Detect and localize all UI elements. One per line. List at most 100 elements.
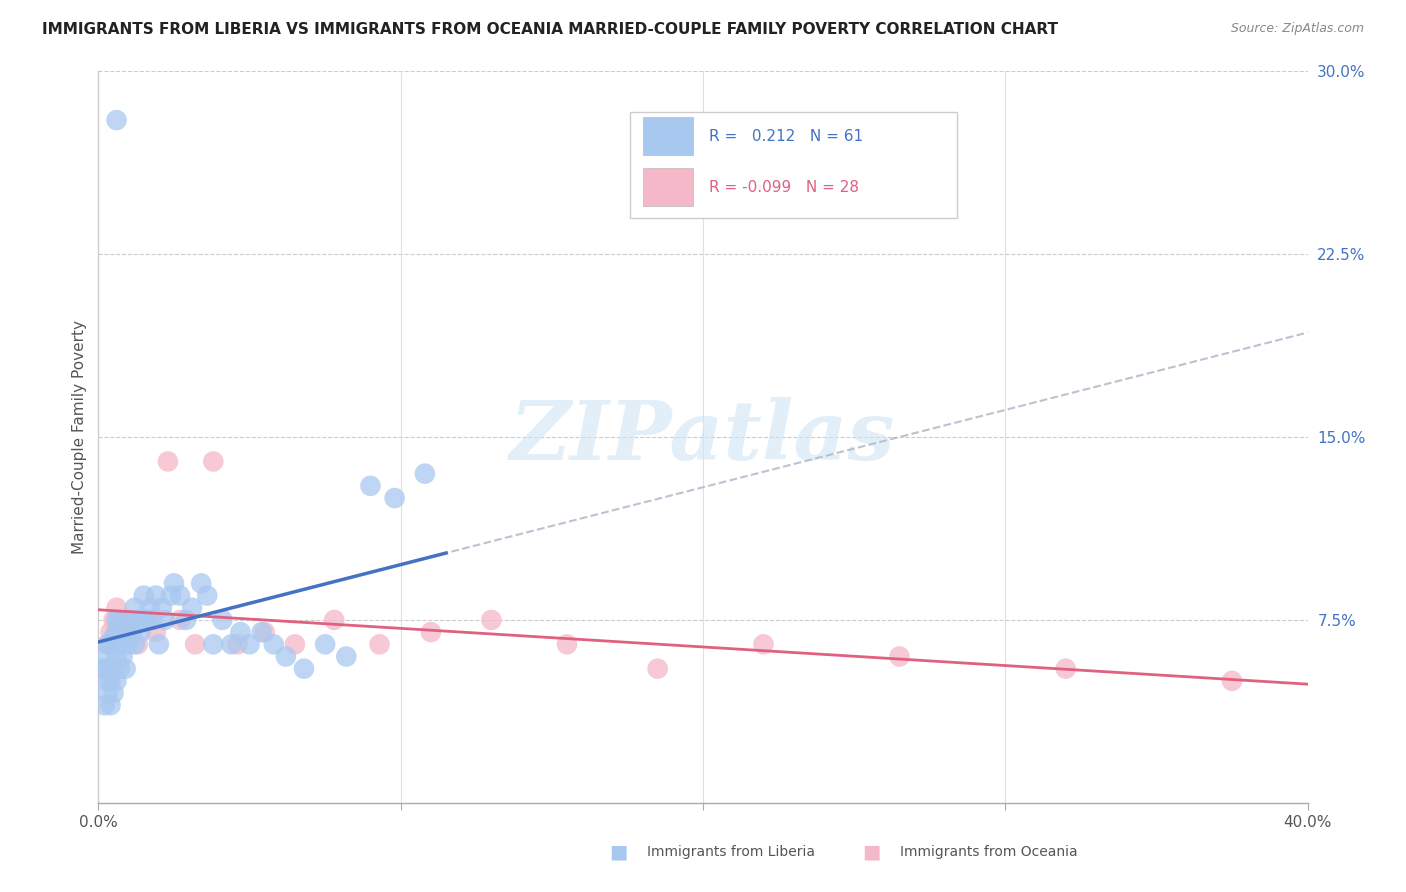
Point	[1220, 673, 1243, 688]
Point	[263, 637, 285, 651]
Point	[226, 637, 249, 651]
Point	[139, 600, 162, 615]
Point	[111, 649, 134, 664]
Point	[211, 613, 233, 627]
Text: R = -0.099   N = 28: R = -0.099 N = 28	[709, 180, 859, 194]
Point	[142, 613, 165, 627]
Point	[118, 613, 141, 627]
Point	[96, 686, 118, 700]
Point	[114, 625, 136, 640]
FancyBboxPatch shape	[630, 112, 957, 218]
Point	[108, 637, 131, 651]
Text: ■: ■	[862, 842, 882, 862]
Point	[181, 600, 204, 615]
Point	[135, 613, 157, 627]
Point	[108, 637, 131, 651]
FancyBboxPatch shape	[643, 118, 693, 155]
Point	[323, 613, 346, 627]
Point	[100, 673, 122, 688]
Point	[103, 630, 125, 644]
Point	[160, 589, 183, 603]
Point	[103, 613, 125, 627]
Point	[148, 637, 170, 651]
Text: ■: ■	[609, 842, 628, 862]
Point	[202, 454, 225, 468]
Point	[195, 589, 218, 603]
Point	[121, 625, 143, 640]
Point	[100, 637, 122, 651]
Point	[169, 613, 191, 627]
Point	[132, 589, 155, 603]
Point	[190, 576, 212, 591]
Point	[368, 637, 391, 651]
Point	[250, 625, 273, 640]
Point	[105, 625, 128, 640]
Point	[103, 686, 125, 700]
Point	[1054, 662, 1077, 676]
Point	[153, 613, 176, 627]
Point	[555, 637, 578, 651]
Point	[253, 625, 276, 640]
Point	[105, 613, 128, 627]
Text: Immigrants from Liberia: Immigrants from Liberia	[647, 845, 814, 859]
Point	[314, 637, 336, 651]
Point	[292, 662, 315, 676]
Point	[108, 662, 131, 676]
Point	[202, 637, 225, 651]
Text: Immigrants from Oceania: Immigrants from Oceania	[900, 845, 1077, 859]
Point	[274, 649, 297, 664]
Point	[96, 673, 118, 688]
Text: ZIPatlas: ZIPatlas	[510, 397, 896, 477]
Point	[413, 467, 436, 481]
Point	[229, 625, 252, 640]
Point	[889, 649, 911, 664]
Point	[150, 600, 173, 615]
Point	[752, 637, 775, 651]
Text: Source: ZipAtlas.com: Source: ZipAtlas.com	[1230, 22, 1364, 36]
Point	[114, 662, 136, 676]
Point	[105, 673, 128, 688]
Point	[105, 113, 128, 128]
Point	[184, 637, 207, 651]
Point	[96, 637, 118, 651]
Point	[360, 479, 382, 493]
Point	[135, 613, 157, 627]
Point	[145, 589, 167, 603]
Point	[221, 637, 243, 651]
Point	[114, 625, 136, 640]
Point	[127, 613, 149, 627]
Point	[111, 613, 134, 627]
Point	[124, 600, 146, 615]
Point	[420, 625, 443, 640]
Point	[118, 637, 141, 651]
Point	[124, 637, 146, 651]
Point	[105, 600, 128, 615]
Point	[335, 649, 357, 664]
Point	[108, 613, 131, 627]
Point	[156, 454, 179, 468]
Point	[239, 637, 262, 651]
Point	[169, 589, 191, 603]
Text: IMMIGRANTS FROM LIBERIA VS IMMIGRANTS FROM OCEANIA MARRIED-COUPLE FAMILY POVERTY: IMMIGRANTS FROM LIBERIA VS IMMIGRANTS FR…	[42, 22, 1059, 37]
Point	[93, 649, 115, 664]
Point	[103, 662, 125, 676]
Text: R =   0.212   N = 61: R = 0.212 N = 61	[709, 129, 863, 144]
Point	[384, 491, 406, 505]
Point	[111, 625, 134, 640]
Point	[481, 613, 503, 627]
Point	[90, 662, 112, 676]
Point	[127, 637, 149, 651]
Point	[100, 625, 122, 640]
Point	[174, 613, 197, 627]
FancyBboxPatch shape	[643, 169, 693, 206]
Point	[284, 637, 307, 651]
Point	[100, 698, 122, 713]
Point	[121, 613, 143, 627]
Point	[145, 625, 167, 640]
Point	[93, 698, 115, 713]
Y-axis label: Married-Couple Family Poverty: Married-Couple Family Poverty	[72, 320, 87, 554]
Point	[163, 576, 186, 591]
Point	[105, 649, 128, 664]
Point	[96, 662, 118, 676]
Point	[96, 637, 118, 651]
